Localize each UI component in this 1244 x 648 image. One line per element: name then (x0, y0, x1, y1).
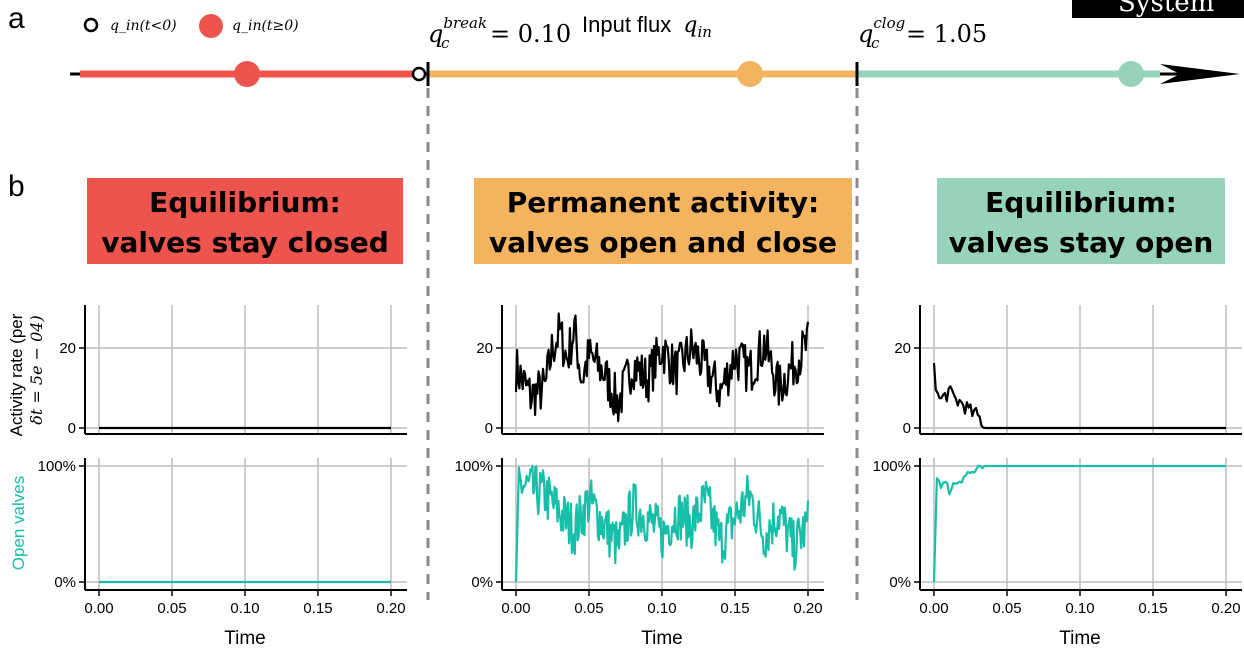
regime-banner-open (937, 178, 1225, 264)
regime-banner-activity (474, 178, 852, 264)
time-tick-label: 0.10 (647, 600, 676, 617)
open-tick-label: 100% (38, 458, 76, 475)
time-tick-label: 0.15 (720, 600, 749, 617)
legend-filled-marker (199, 14, 223, 38)
regime-open-line2: valves stay open (949, 226, 1214, 259)
flux-marker-orange (737, 61, 763, 87)
regime-activity-line2: valves open and close (489, 226, 837, 259)
activity-tick-label: 0 (903, 420, 911, 437)
flux-marker-green (1118, 61, 1144, 87)
time-tick-label: 0.20 (1211, 600, 1240, 617)
time-axis-label: Time (641, 628, 683, 648)
open-tick-label: 0% (471, 574, 493, 591)
time-tick-label: 0.00 (919, 600, 948, 617)
open-tick-label: 100% (873, 458, 911, 475)
flux-marker-break-open (411, 66, 427, 82)
break-sub: c (441, 34, 450, 52)
open-valves-series-line (514, 464, 810, 583)
time-tick-label: 0.05 (157, 600, 186, 617)
legend-negative-label: q_in(t<0) (110, 18, 177, 34)
regime-closed-line2: valves stay closed (101, 226, 389, 259)
flux-axis-arrowhead (1160, 64, 1240, 84)
time-tick-label: 0.15 (1138, 600, 1167, 617)
time-tick-label: 0.05 (992, 600, 1021, 617)
break-var: q (428, 20, 443, 48)
clog-var: q (858, 20, 873, 48)
plots-layer: 0 20 0% 100% 0.00 0.05 0.10 0.15 0.20 Time 0 20 0% 10… (38, 305, 1242, 648)
activity-tick-label: 0 (485, 420, 493, 437)
time-tick-label: 0.20 (376, 600, 405, 617)
time-tick-label: 0.10 (230, 600, 259, 617)
open-tick-label: 0% (54, 574, 76, 591)
clog-sub: c (871, 34, 880, 52)
break-sup: break (443, 14, 487, 32)
activity-tick-label: 20 (894, 340, 911, 357)
time-tick-label: 0.20 (793, 600, 822, 617)
break-value: = 0.10 (490, 20, 571, 48)
clog-sup: clog (873, 14, 905, 32)
flux-axis-label: Input flux qin (582, 12, 712, 41)
regime-activity-line1: Permanent activity: (507, 186, 820, 219)
time-tick-label: 0.15 (303, 600, 332, 617)
open-valves-series-line (932, 464, 1226, 583)
panel-label-a: a (8, 2, 25, 35)
open-tick-label: 100% (455, 458, 493, 475)
activity-series-line (932, 363, 1226, 430)
flux-axis-label-sub: in (698, 23, 712, 41)
time-tick-label: 0.05 (574, 600, 603, 617)
system-tag-box (1072, 0, 1244, 18)
flux-axis-label-var: q (683, 13, 697, 38)
clog-threshold-label: qclog c = 1.05 (858, 14, 987, 52)
activity-ylabel-line1: Activity rate (per (7, 313, 26, 436)
time-axis-label: Time (1059, 628, 1101, 648)
regime-closed-line1: Equilibrium: (149, 186, 341, 219)
activity-tick-label: 20 (476, 340, 493, 357)
flux-axis-label-text: Input flux (582, 12, 671, 37)
legend-nonnegative-label: q_in(t≥0) (232, 18, 299, 34)
clog-value: = 1.05 (906, 20, 987, 48)
system-tag: System (1118, 0, 1214, 18)
activity-tick-label: 0 (68, 420, 76, 437)
regime-open-line1: Equilibrium: (985, 186, 1177, 219)
activity-series-line (514, 312, 810, 423)
open-valves-ylabel: Open valves (9, 476, 28, 571)
time-tick-label: 0.10 (1065, 600, 1094, 617)
flux-marker-red (234, 61, 260, 87)
activity-tick-label: 20 (59, 340, 76, 357)
regime-banner-closed (87, 178, 403, 264)
legend-open-marker (83, 17, 99, 33)
open-tick-label: 0% (889, 574, 911, 591)
time-tick-label: 0.00 (501, 600, 530, 617)
time-tick-label: 0.00 (84, 600, 113, 617)
time-axis-label: Time (224, 628, 266, 648)
panel-label-b: b (8, 170, 25, 203)
break-threshold-label: qbreak c = 0.10 (428, 14, 571, 52)
activity-ylabel-line2: δt = 5e − 04) (27, 315, 46, 424)
